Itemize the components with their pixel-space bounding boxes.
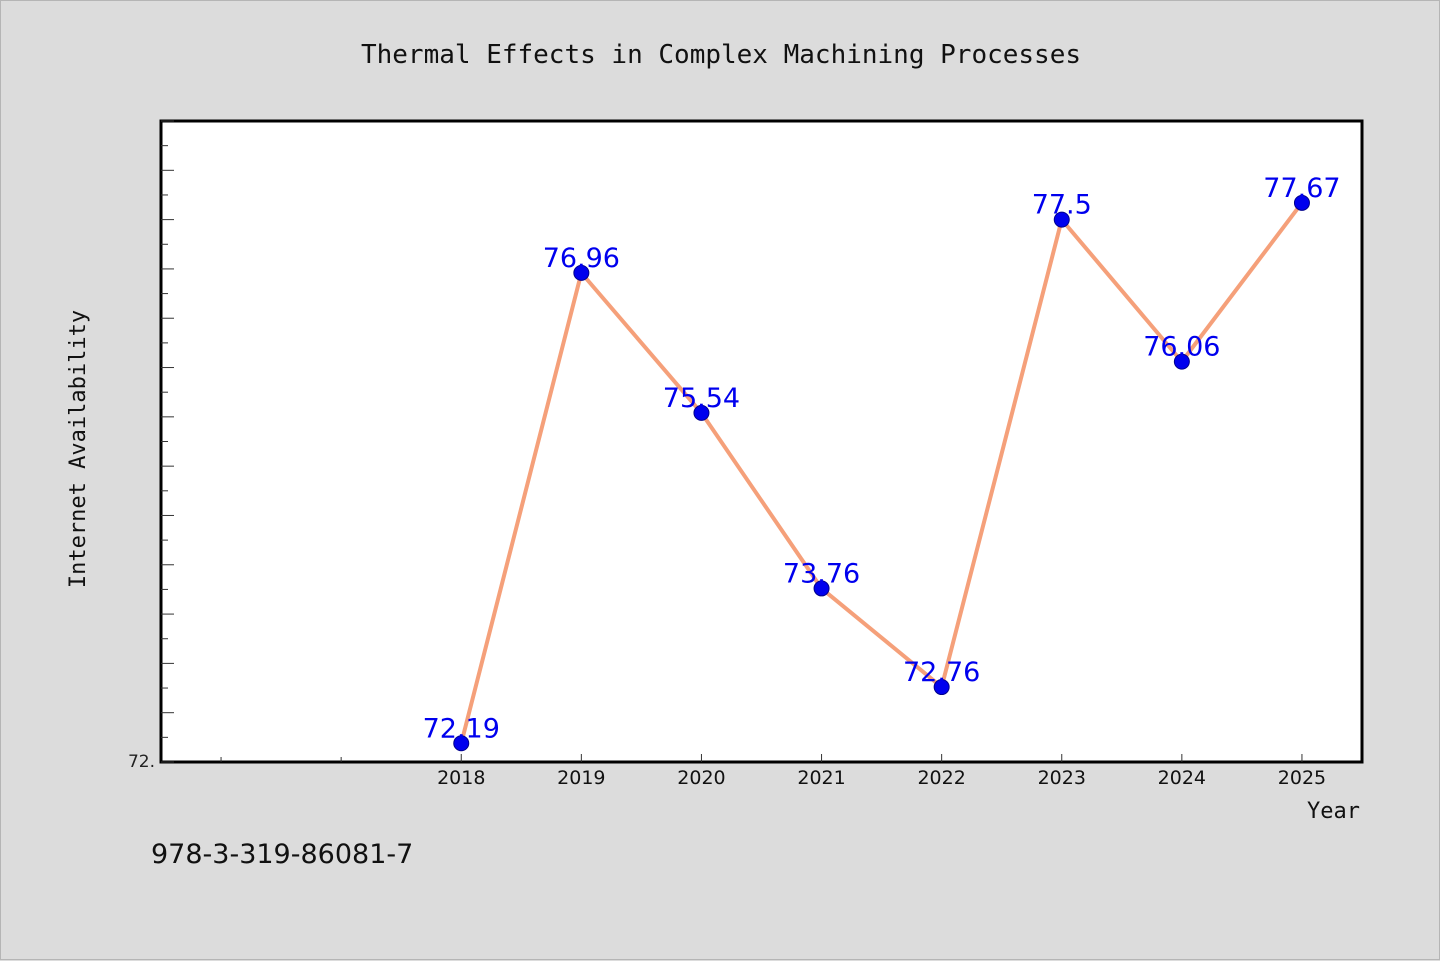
- y-tick-label: 72.: [128, 752, 155, 772]
- data-point: [1053, 211, 1070, 228]
- data-label: 76.96: [543, 243, 620, 274]
- series-layer: [453, 194, 1310, 752]
- plot-area: [159, 119, 1364, 764]
- data-label: 75.54: [663, 383, 740, 414]
- series-line: [459, 201, 1304, 744]
- data-label-layer: 72.19 76.96 75.54 73.76 72.76 77.5 76.06 77.67: [423, 173, 1341, 744]
- data-point: [693, 404, 710, 421]
- x-tick-label: 2021: [797, 767, 845, 789]
- x-axis-ticks: 2018 2019 2020 2021 2022 2023 2024 2025: [437, 754, 1326, 789]
- x-axis-label: Year: [1307, 799, 1360, 824]
- data-label: 73.76: [783, 558, 860, 589]
- x-tick-label: 2018: [437, 767, 485, 789]
- data-label: 72.19: [423, 713, 500, 744]
- chart-title: Thermal Effects in Complex Machining Pro…: [361, 40, 1081, 70]
- isbn-text: 978-3-319-86081-7: [151, 839, 413, 870]
- data-label: 77.5: [1032, 190, 1092, 221]
- data-point: [453, 735, 470, 752]
- x-tick-label: 2025: [1278, 767, 1326, 789]
- data-label: 76.06: [1143, 332, 1220, 363]
- data-point: [813, 580, 830, 597]
- y-axis-ticks: [161, 120, 174, 763]
- x-tick-label: 2019: [557, 767, 605, 789]
- x-tick-label: 2024: [1158, 767, 1206, 789]
- data-label: 72.76: [903, 657, 980, 688]
- y-axis-label: Internet Availability: [66, 310, 91, 588]
- data-point: [933, 679, 950, 696]
- data-label: 77.67: [1263, 173, 1340, 204]
- data-point: [573, 264, 590, 281]
- x-tick-label: 2023: [1038, 767, 1086, 789]
- x-tick-label: 2020: [677, 767, 725, 789]
- x-axis-minor-ticks: [220, 757, 342, 762]
- data-point: [1293, 194, 1310, 211]
- x-tick-label: 2022: [917, 767, 965, 789]
- data-point: [1173, 353, 1190, 370]
